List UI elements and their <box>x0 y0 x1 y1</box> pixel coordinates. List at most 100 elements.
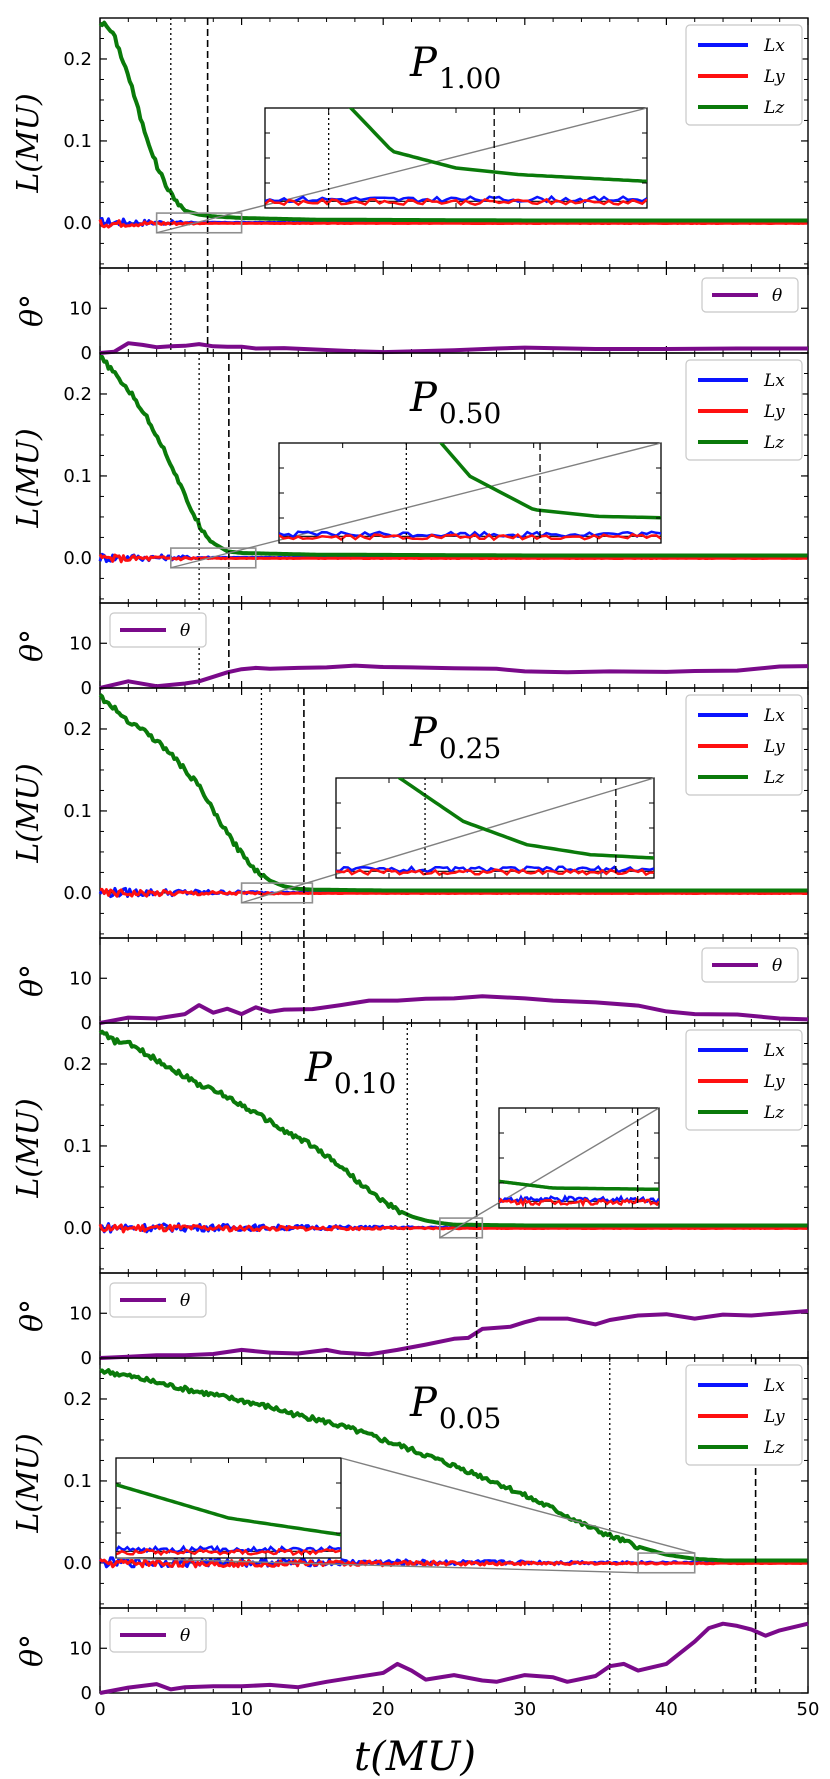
inset-connector <box>156 107 648 234</box>
theta-tick-label: 0 <box>81 1683 92 1704</box>
L-axis-label: L(MU) <box>11 428 46 528</box>
theta-tick-label: 0 <box>81 1013 92 1034</box>
panel-title: P0.10 <box>304 1045 396 1100</box>
inset-connector <box>340 1457 695 1554</box>
legend-label-theta: θ <box>180 621 190 641</box>
x-tick-label: 50 <box>797 1699 820 1720</box>
theta-tick-label: 10 <box>69 298 92 319</box>
inset-frame <box>498 1107 660 1209</box>
legend-label-theta: θ <box>180 1291 190 1311</box>
zoom-box <box>240 882 314 904</box>
legend-label-Lx: Lx <box>763 1376 785 1396</box>
inset-connector <box>115 1557 639 1574</box>
series-Lz <box>98 1029 808 1228</box>
L-tick-label: 0.0 <box>63 883 92 904</box>
inset-series-Lz <box>397 778 654 860</box>
L-tick-label: 0.2 <box>63 1054 92 1075</box>
legend-label-Lz: Lz <box>763 1438 785 1458</box>
inset-series-Ly <box>336 868 654 877</box>
panel-0: 0.0 0.1 0.2 0 10 L(MU) θ° P1.00 Lx Ly Lz θ <box>11 17 809 364</box>
legend-label-Lz: Lz <box>763 1103 785 1123</box>
theta-axis-label: θ° <box>15 1634 50 1667</box>
L-tick-label: 0.1 <box>63 1136 92 1157</box>
x-tick-label: 10 <box>230 1699 253 1720</box>
series-theta <box>99 994 809 1025</box>
theta-axis-label: θ° <box>15 629 50 662</box>
legend-label-Ly: Ly <box>763 402 785 422</box>
L-axis-label: L(MU) <box>11 763 46 863</box>
x-tick-label: 20 <box>372 1699 395 1720</box>
theta-tick-label: 0 <box>81 1348 92 1369</box>
series-Ly <box>98 219 808 229</box>
legend-label-Lz: Lz <box>763 433 785 453</box>
zoom-box <box>439 1217 484 1239</box>
L-tick-label: 0.2 <box>63 1389 92 1410</box>
zoom-box <box>155 212 243 234</box>
zoom-box <box>637 1552 696 1574</box>
series-Ly <box>100 887 808 898</box>
x-tick-label: 40 <box>655 1699 678 1720</box>
inset-connector <box>439 1107 660 1239</box>
L-tick-label: 0.0 <box>63 1553 92 1574</box>
x-tick-label: 30 <box>513 1699 536 1720</box>
panel-title: P0.25 <box>409 710 501 765</box>
L-tick-label: 0.0 <box>63 1218 92 1239</box>
series-Ly <box>98 553 808 564</box>
theta-axis-label: θ° <box>15 964 50 997</box>
legend-label-Lz: Lz <box>763 98 785 118</box>
zoom-box <box>170 547 257 569</box>
series-Lz <box>98 693 808 893</box>
legend-label-theta: θ <box>772 956 782 976</box>
series-theta <box>99 1621 809 1695</box>
legend-label-Ly: Ly <box>763 67 785 87</box>
legend-label-Ly: Ly <box>763 1407 785 1427</box>
L-tick-label: 0.1 <box>63 801 92 822</box>
theta-tick-label: 10 <box>69 968 92 989</box>
series-theta <box>99 663 809 690</box>
x-axis-label: t(MU) <box>354 1734 476 1779</box>
theta-tick-label: 10 <box>69 1303 92 1324</box>
legend-label-Lz: Lz <box>763 768 785 788</box>
panels-root: 0.0 0.1 0.2 0 10 L(MU) θ° P1.00 Lx Ly Lz θ 0.0 0.1 0.2… <box>11 17 820 1720</box>
L-axis-label: L(MU) <box>11 1433 46 1533</box>
L-tick-label: 0.2 <box>63 719 92 740</box>
legend-label-Ly: Ly <box>763 737 785 757</box>
panel-title: P1.00 <box>409 40 501 95</box>
L-tick-label: 0.2 <box>63 49 92 70</box>
panel-2: 0.0 0.1 0.2 0 10 L(MU) θ° P0.25 Lx Ly Lz θ <box>11 687 809 1034</box>
theta-tick-label: 10 <box>69 633 92 654</box>
series-Lz <box>99 354 808 558</box>
series-Ly <box>99 1558 808 1569</box>
panel-title: P0.50 <box>409 375 501 430</box>
inset-series-Lz <box>499 1179 659 1192</box>
inset-series-Lx <box>499 1194 659 1205</box>
inset-frame <box>115 1457 342 1559</box>
inset-series-Ly <box>499 1197 659 1208</box>
inset-content <box>265 108 647 208</box>
series-Ly <box>98 1223 808 1234</box>
inset-series-Lz <box>438 443 661 520</box>
theta-tick-label: 10 <box>69 1638 92 1659</box>
series-Lz <box>99 1368 808 1563</box>
legend-label-Lx: Lx <box>763 706 785 726</box>
theta-axis-label: θ° <box>15 294 50 327</box>
theta-tick-label: 0 <box>81 678 92 699</box>
inset-content <box>499 1108 659 1208</box>
L-tick-label: 0.1 <box>63 466 92 487</box>
L-axis-label: L(MU) <box>11 93 46 193</box>
legend-label-Ly: Ly <box>763 1072 785 1092</box>
L-tick-label: 0.1 <box>63 1471 92 1492</box>
L-tick-label: 0.0 <box>63 548 92 569</box>
panel-title: P0.05 <box>409 1380 501 1435</box>
legend-label-theta: θ <box>180 1626 190 1646</box>
legend-label-Lx: Lx <box>763 371 785 391</box>
inset-connector <box>170 442 662 569</box>
L-tick-label: 0.2 <box>63 384 92 405</box>
L-tick-label: 0.0 <box>63 213 92 234</box>
legend-label-theta: θ <box>772 286 782 306</box>
inset-series-Lz <box>116 1483 341 1537</box>
L-axis-label: L(MU) <box>11 1098 46 1198</box>
series-theta <box>99 341 808 355</box>
panel-4: 0 10 20 30 40 50 0.0 0.1 0.2 0 10 L(MU) θ° P0.05 Lx Ly L… <box>11 1357 820 1720</box>
